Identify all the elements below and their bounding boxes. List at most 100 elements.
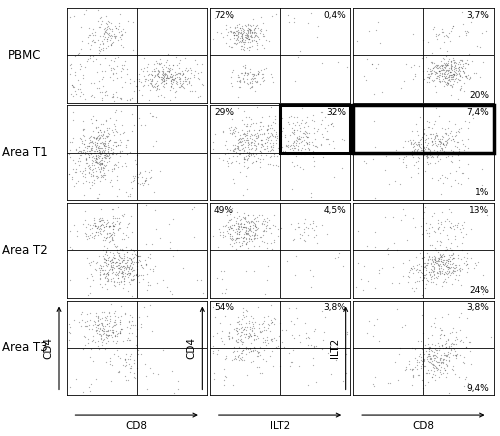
Point — [434, 347, 442, 354]
Point — [256, 30, 264, 37]
Point — [248, 71, 256, 78]
Point — [343, 330, 351, 337]
Point — [472, 262, 480, 269]
Point — [238, 326, 246, 333]
Point — [115, 267, 123, 274]
Point — [260, 334, 268, 341]
Point — [375, 267, 383, 274]
Point — [170, 77, 177, 84]
Point — [110, 243, 118, 250]
Point — [437, 255, 445, 262]
Point — [268, 246, 276, 253]
Point — [168, 368, 175, 375]
Point — [160, 93, 168, 100]
Point — [238, 31, 246, 37]
Point — [251, 130, 259, 137]
Point — [104, 251, 112, 258]
Point — [363, 330, 371, 337]
Point — [446, 265, 454, 272]
Point — [217, 267, 225, 274]
Point — [360, 157, 368, 164]
Point — [438, 342, 446, 349]
Point — [114, 242, 122, 249]
Point — [434, 273, 442, 280]
Point — [88, 42, 96, 49]
Point — [422, 219, 430, 226]
Point — [413, 262, 421, 269]
Point — [97, 221, 105, 228]
Point — [402, 149, 410, 156]
Point — [442, 357, 450, 364]
Point — [267, 337, 275, 344]
Point — [76, 85, 84, 92]
Point — [254, 71, 262, 78]
Point — [424, 346, 432, 353]
Point — [233, 77, 241, 84]
Point — [438, 140, 446, 147]
Point — [103, 275, 111, 282]
Point — [438, 269, 446, 276]
Point — [444, 68, 452, 75]
Point — [456, 68, 464, 75]
Point — [441, 345, 449, 352]
Point — [108, 39, 116, 46]
Point — [112, 89, 120, 96]
Point — [438, 342, 446, 349]
Point — [460, 225, 468, 232]
Point — [449, 136, 457, 143]
Point — [97, 121, 105, 128]
Point — [95, 24, 103, 31]
Point — [102, 272, 110, 279]
Point — [90, 32, 98, 39]
Point — [89, 221, 97, 228]
Point — [136, 253, 144, 260]
Point — [80, 95, 88, 102]
Point — [104, 270, 112, 277]
Point — [254, 130, 262, 137]
Point — [255, 212, 263, 219]
Point — [426, 354, 434, 361]
Point — [192, 88, 200, 95]
Point — [451, 233, 459, 240]
Point — [104, 234, 112, 241]
Point — [150, 60, 158, 67]
Point — [106, 258, 114, 265]
Point — [99, 164, 107, 171]
Point — [278, 327, 286, 334]
Point — [432, 259, 440, 266]
Point — [456, 126, 464, 133]
Point — [452, 64, 460, 71]
Point — [240, 209, 248, 216]
Point — [446, 118, 454, 125]
Point — [150, 112, 158, 119]
Point — [424, 344, 432, 351]
Point — [96, 150, 104, 157]
Point — [256, 233, 264, 240]
Point — [156, 55, 164, 62]
Point — [448, 247, 456, 254]
Point — [152, 114, 160, 121]
Point — [290, 236, 298, 243]
Point — [435, 31, 443, 38]
Point — [125, 319, 133, 326]
Point — [382, 167, 390, 174]
Point — [114, 368, 122, 375]
Point — [131, 251, 139, 258]
Point — [83, 317, 91, 324]
Point — [302, 330, 310, 337]
Point — [304, 113, 312, 120]
Point — [124, 288, 132, 295]
Point — [427, 354, 435, 361]
Point — [136, 115, 143, 122]
Point — [440, 64, 448, 71]
Point — [444, 350, 452, 357]
Point — [103, 269, 111, 276]
Point — [94, 146, 102, 153]
Point — [237, 45, 245, 52]
Point — [436, 354, 444, 361]
Point — [97, 336, 105, 343]
Point — [318, 60, 326, 67]
Point — [461, 65, 469, 72]
Point — [78, 139, 86, 146]
Point — [418, 358, 426, 364]
